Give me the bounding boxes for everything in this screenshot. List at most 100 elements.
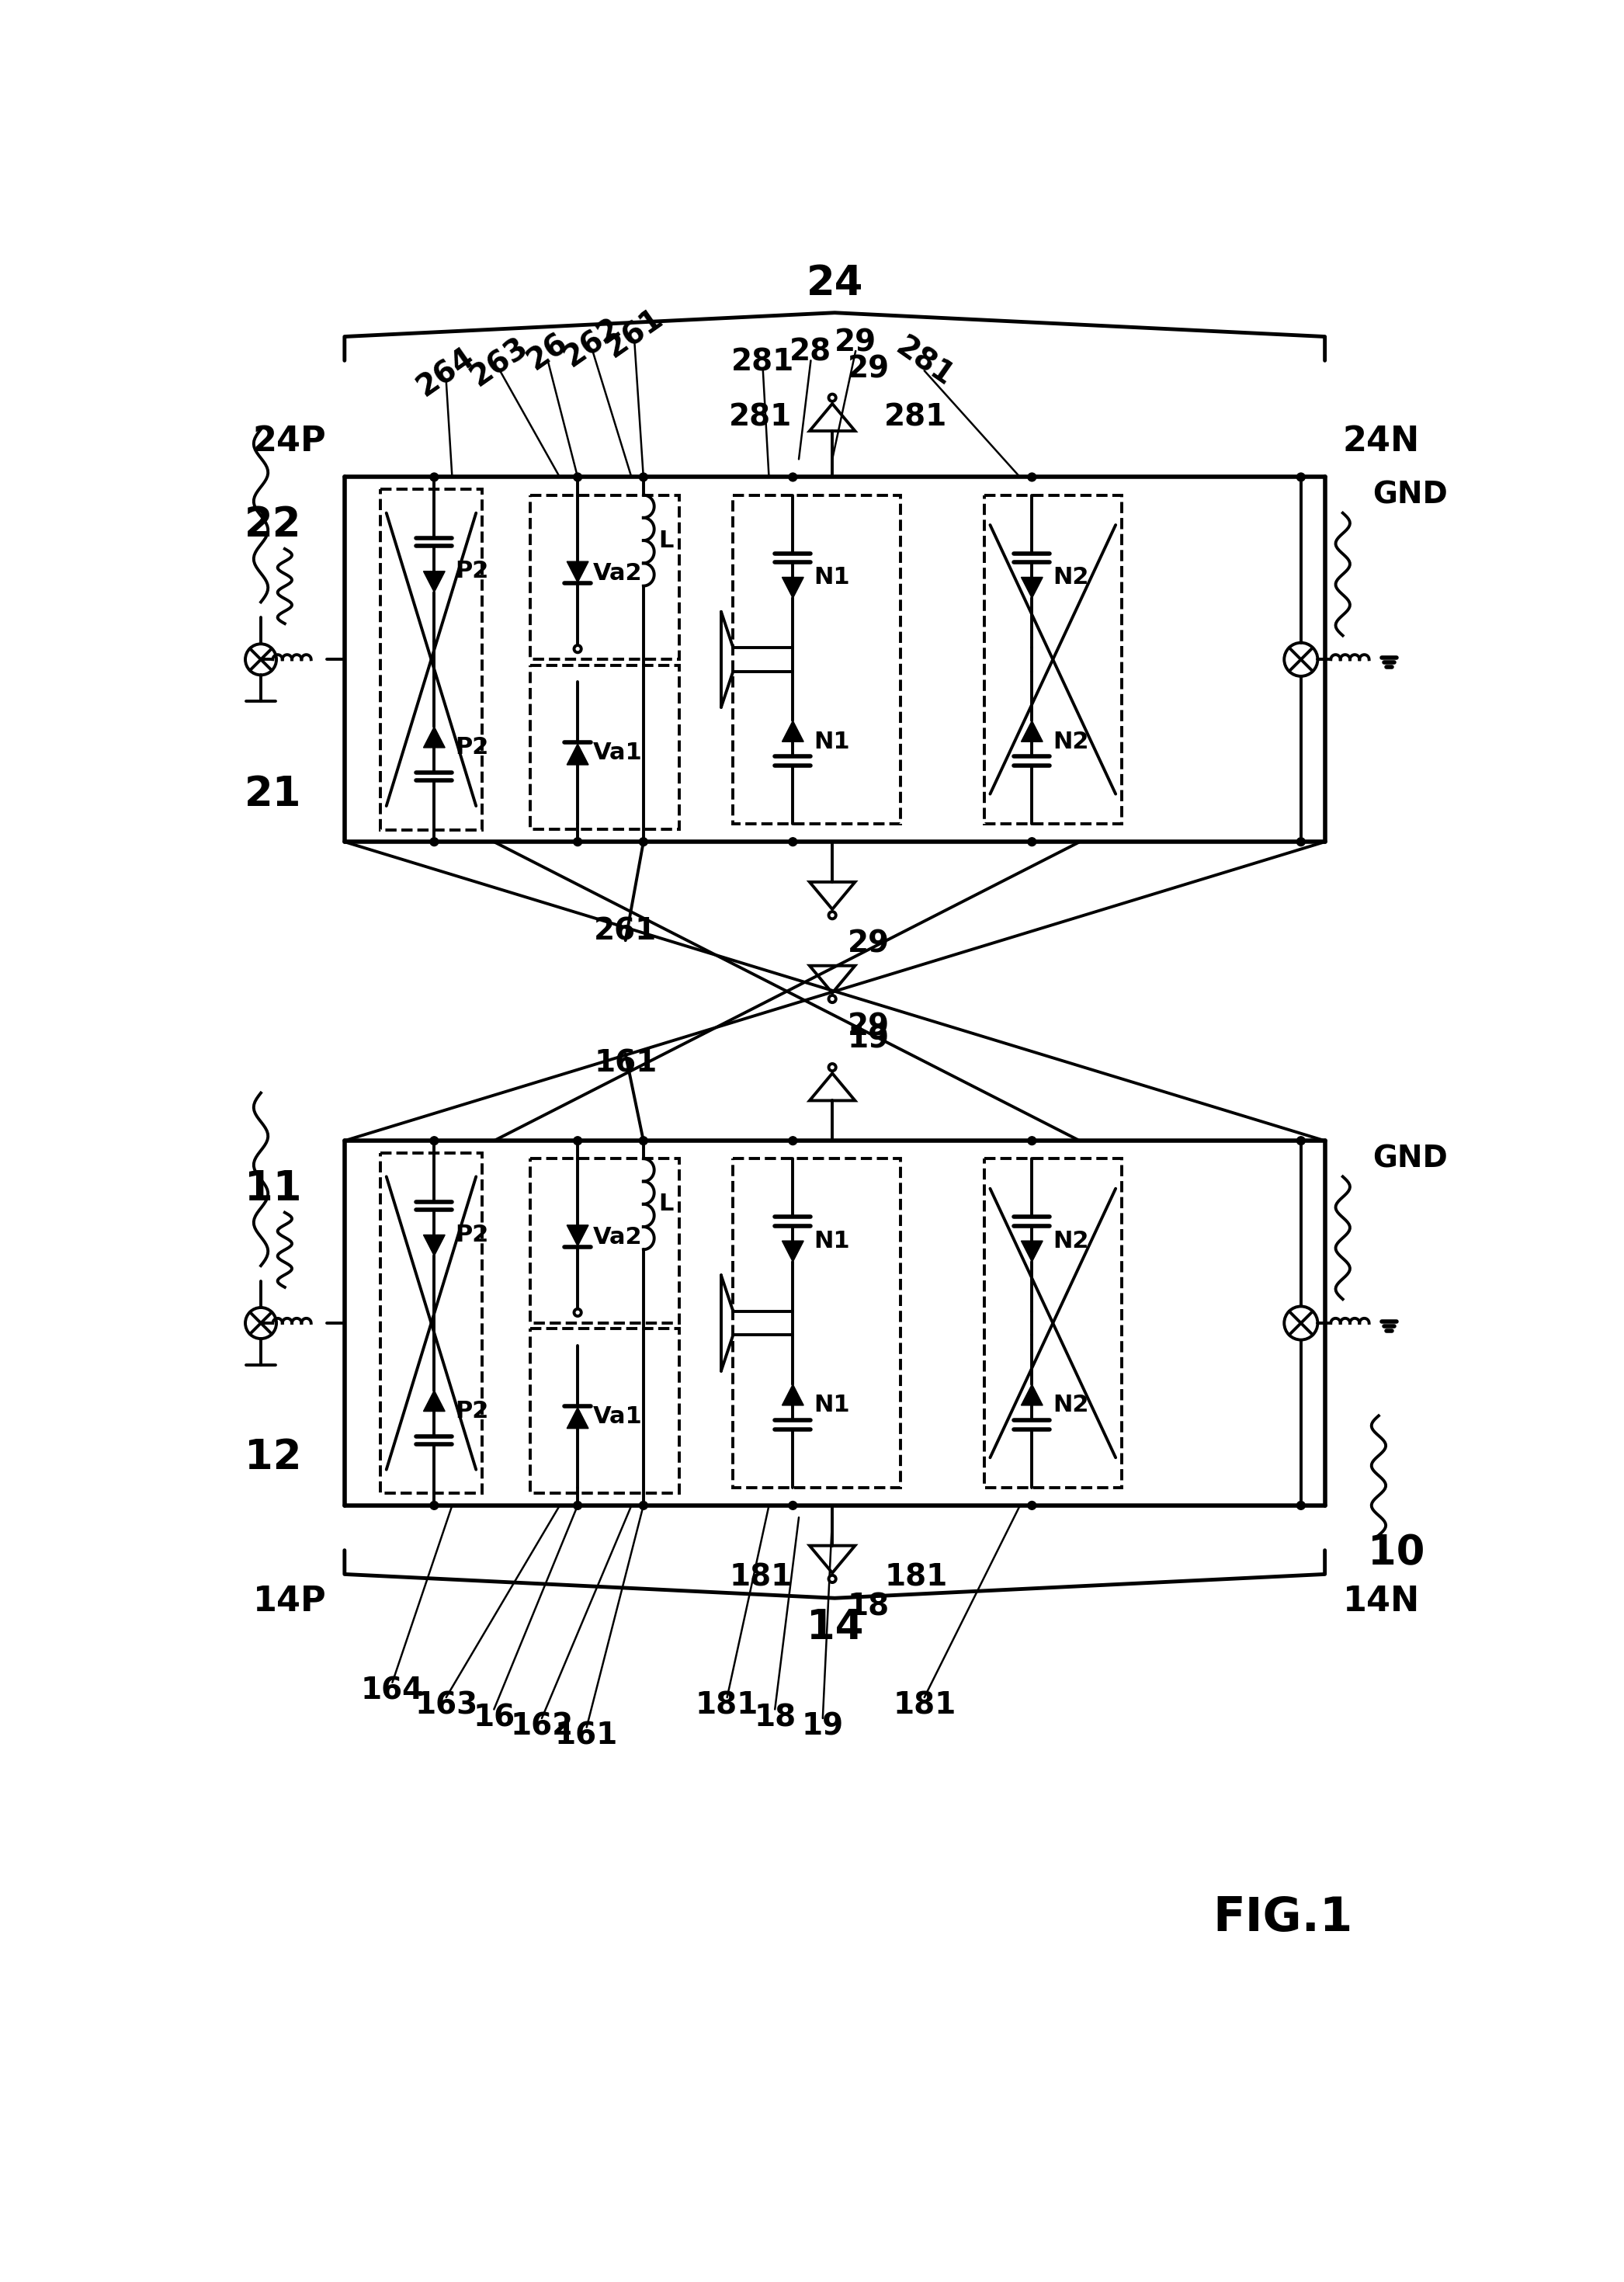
Circle shape [640,472,648,482]
Bar [984,1159,1122,1488]
Bar [984,495,1122,824]
Circle shape [573,646,581,653]
Polygon shape [424,570,445,593]
Circle shape [640,1136,648,1146]
Polygon shape [1021,1241,1043,1262]
Text: 14N: 14N [1343,1584,1419,1618]
Circle shape [430,837,438,847]
Text: 29: 29 [848,354,890,383]
Text: 181: 181 [695,1691,758,1721]
Circle shape [789,837,797,847]
Polygon shape [783,577,804,598]
Text: P2: P2 [455,1401,489,1422]
Text: 164: 164 [361,1675,424,1705]
Circle shape [430,1502,438,1511]
Text: 10: 10 [1367,1534,1424,1575]
Circle shape [430,472,438,482]
Text: 163: 163 [414,1691,477,1721]
Text: 12: 12 [244,1438,302,1479]
Text: 29: 29 [848,1013,890,1043]
Bar [380,1152,482,1492]
Circle shape [1296,1136,1306,1146]
Polygon shape [567,561,588,582]
Circle shape [1028,1502,1036,1511]
Text: 262: 262 [559,313,627,372]
Text: 29: 29 [848,929,890,958]
Text: 181: 181 [885,1563,947,1593]
Polygon shape [424,726,445,748]
Circle shape [573,837,581,847]
Circle shape [1296,472,1306,482]
Circle shape [573,1136,581,1146]
Circle shape [1028,837,1036,847]
Circle shape [828,1063,836,1070]
Text: 261: 261 [594,917,658,947]
Polygon shape [567,744,588,764]
Circle shape [573,1310,581,1317]
Circle shape [828,995,836,1002]
Polygon shape [1021,577,1043,598]
Polygon shape [1021,1385,1043,1406]
Bar [529,664,679,828]
Circle shape [430,1136,438,1146]
Polygon shape [783,721,804,742]
Text: GND: GND [1372,1143,1447,1173]
Bar [732,1159,900,1488]
Polygon shape [424,1235,445,1255]
Circle shape [1296,837,1306,847]
Text: Va1: Va1 [593,1406,641,1429]
Text: 261: 261 [601,304,669,363]
Text: 162: 162 [510,1712,573,1741]
Text: 14: 14 [806,1607,864,1648]
Circle shape [828,911,836,920]
Text: N1: N1 [814,730,849,753]
Text: 24P: 24P [253,424,326,459]
Text: Va1: Va1 [593,742,641,764]
Text: P2: P2 [455,559,489,582]
Text: 26: 26 [521,329,573,377]
Text: 161: 161 [594,1047,658,1077]
Text: 21: 21 [244,774,302,815]
Bar [529,1159,679,1324]
Polygon shape [1021,721,1043,742]
Text: 181: 181 [893,1691,957,1721]
Text: 161: 161 [555,1721,619,1750]
Text: 281: 281 [885,402,947,431]
Circle shape [789,1502,797,1511]
Polygon shape [567,1225,588,1246]
Text: 281: 281 [890,333,958,393]
Text: Va2: Va2 [593,1225,641,1248]
Text: P2: P2 [455,1223,489,1246]
Text: 281: 281 [729,402,793,431]
Text: 28: 28 [789,338,831,367]
Circle shape [1028,1136,1036,1146]
Circle shape [789,472,797,482]
Text: 14P: 14P [253,1584,326,1618]
Text: 22: 22 [244,504,302,545]
Bar [732,495,900,824]
Text: 281: 281 [731,347,794,377]
Circle shape [573,472,581,482]
Text: 24: 24 [806,262,864,304]
Circle shape [640,837,648,847]
Polygon shape [567,1408,588,1429]
Text: 19: 19 [848,1025,890,1054]
Text: N1: N1 [814,566,849,589]
Text: 16: 16 [473,1702,515,1732]
Text: L: L [658,1193,674,1216]
Bar [380,488,482,831]
Text: 18: 18 [754,1702,796,1732]
Text: N1: N1 [814,1394,849,1417]
Text: N1: N1 [814,1230,849,1253]
Text: P2: P2 [455,737,489,760]
Circle shape [1028,472,1036,482]
Text: 19: 19 [802,1712,844,1741]
Text: Va2: Va2 [593,561,641,584]
Circle shape [828,395,836,402]
Circle shape [789,1136,797,1146]
Bar [529,1328,679,1492]
Text: GND: GND [1372,479,1447,509]
Text: 264: 264 [412,342,481,402]
Text: N2: N2 [1052,1230,1090,1253]
Circle shape [828,1575,836,1581]
